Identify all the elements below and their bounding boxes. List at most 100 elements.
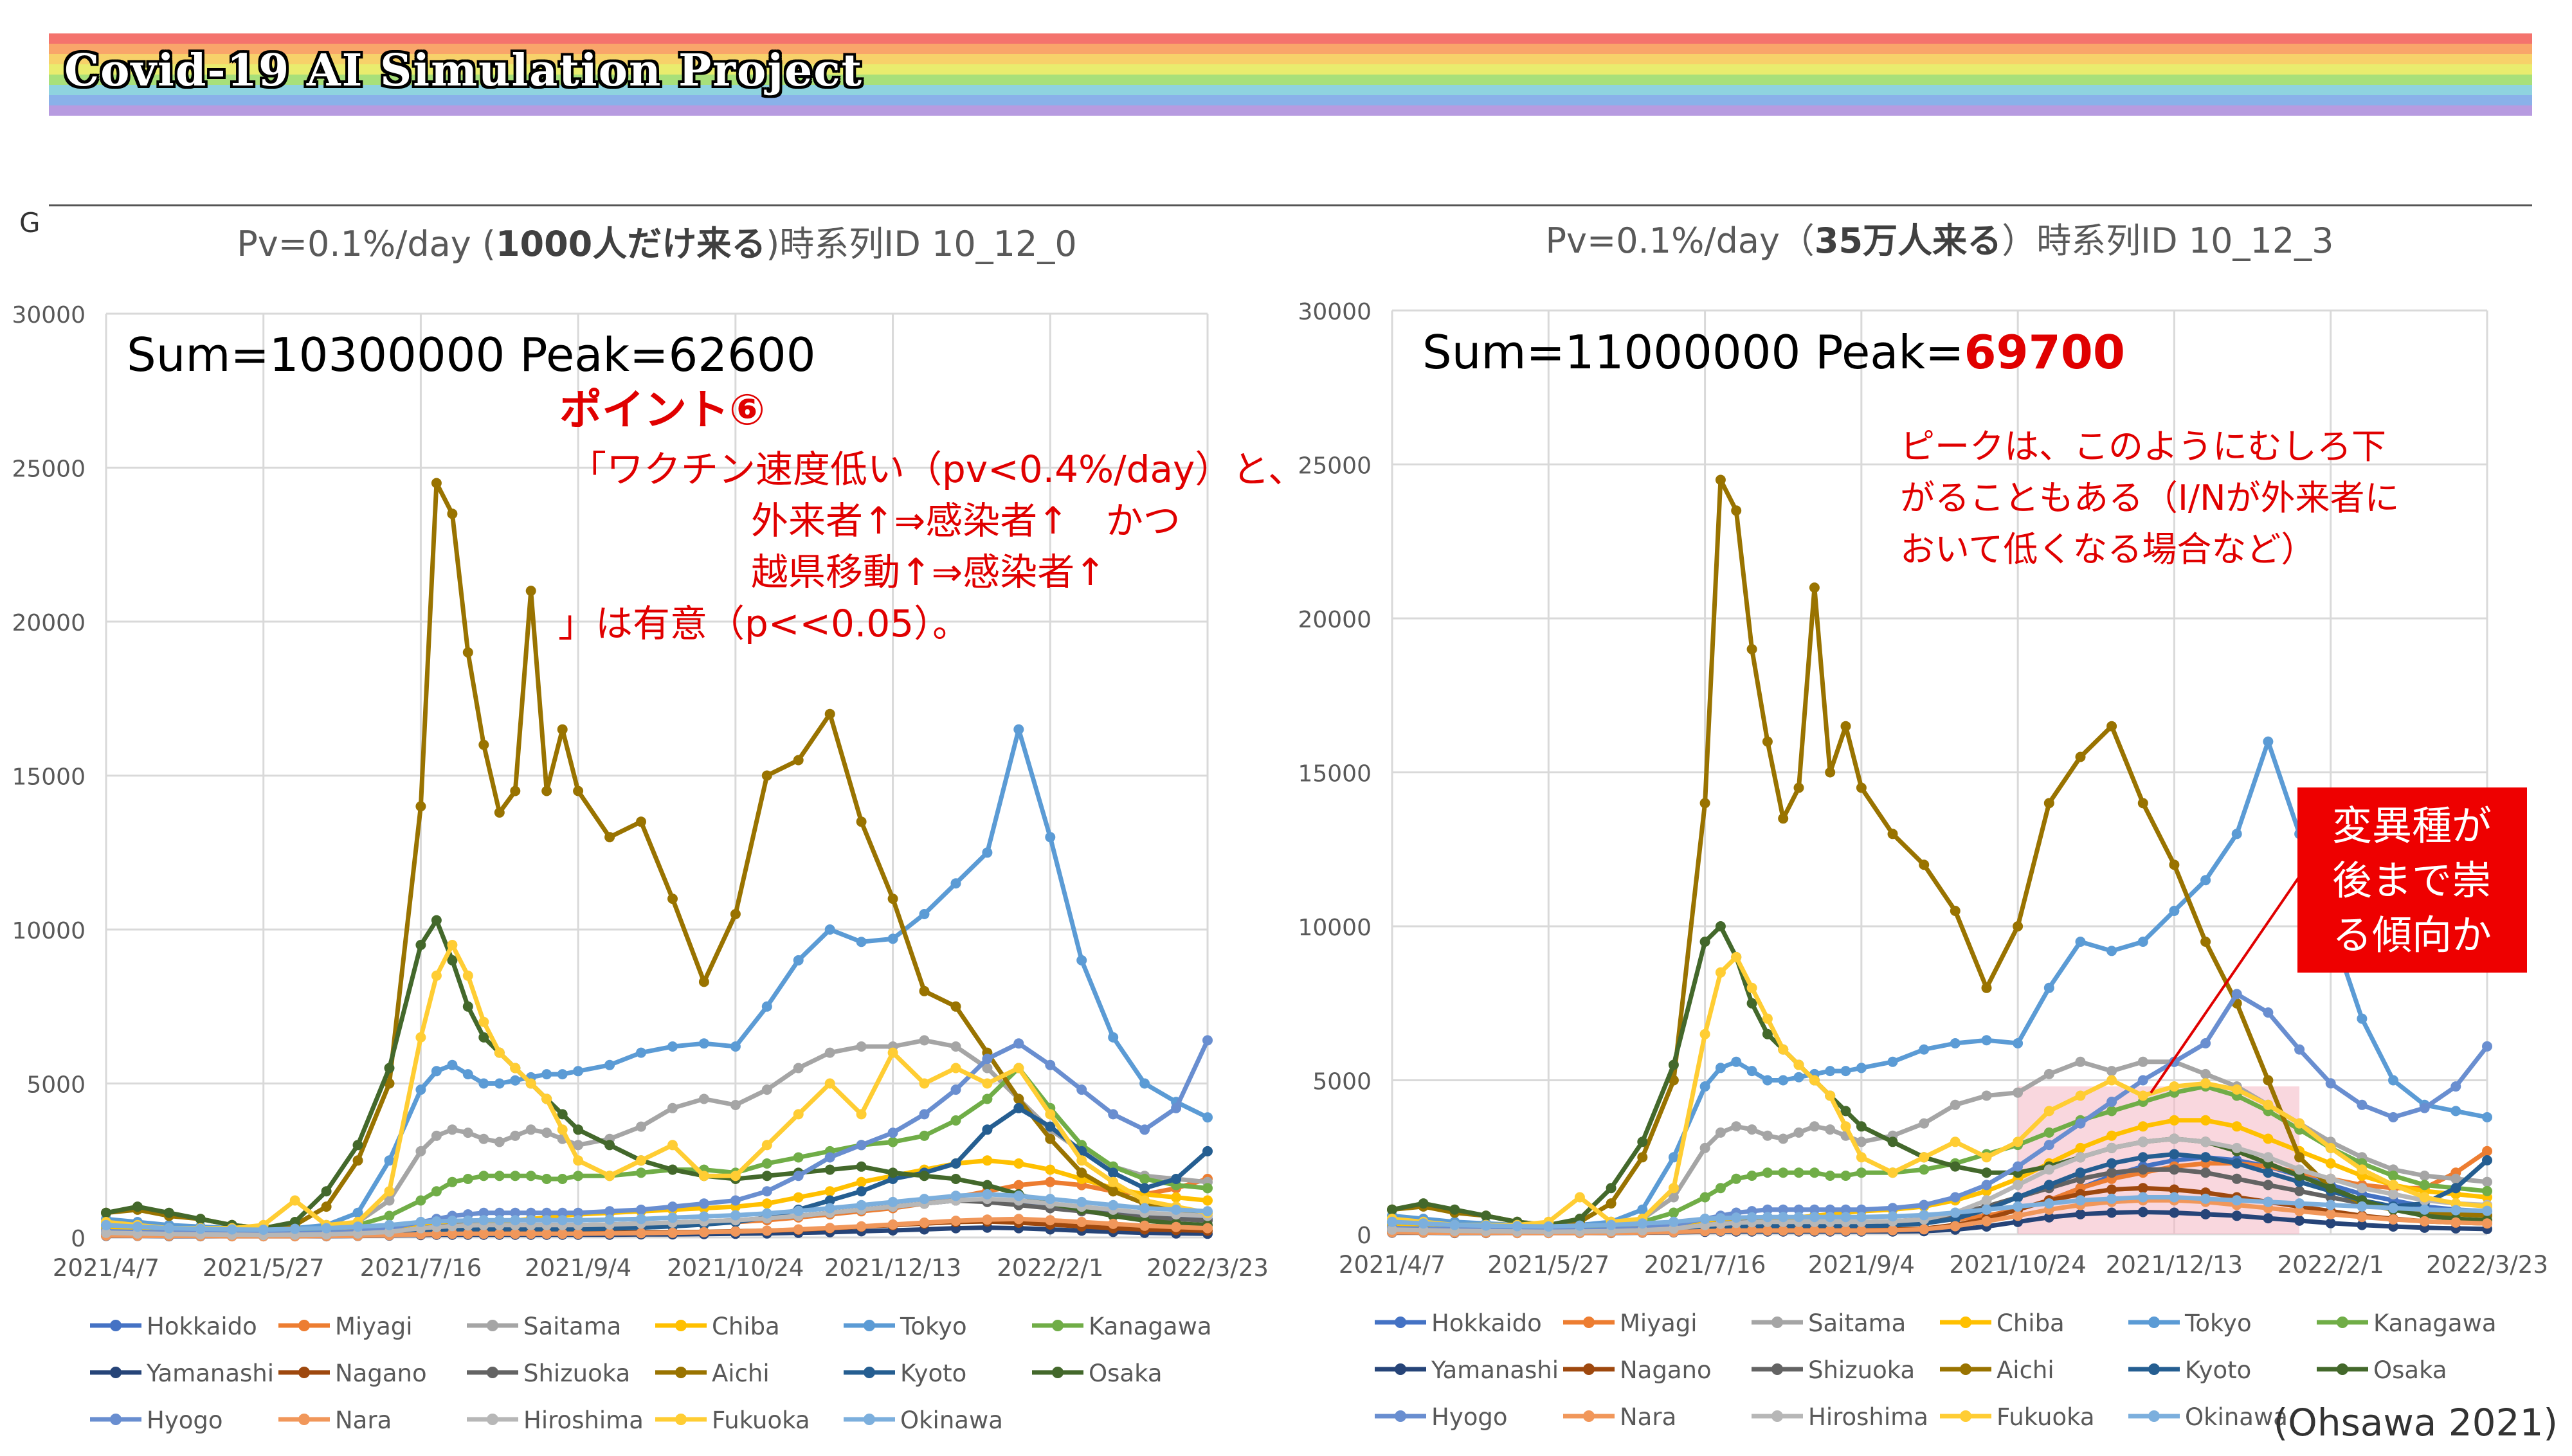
data-point [415, 1146, 426, 1156]
data-point [2137, 1164, 2148, 1175]
legend-item-kanagawa: Kanagawa [1032, 1313, 1212, 1340]
legend-marker [1771, 1363, 1783, 1375]
data-point [698, 976, 709, 987]
data-point [982, 1063, 993, 1074]
legend-marker [2337, 1363, 2348, 1375]
data-point [1387, 1216, 1397, 1227]
data-point [1668, 1183, 1679, 1194]
data-point [2482, 1155, 2492, 1165]
data-point [1139, 1220, 1150, 1231]
banner-stripe [49, 95, 2532, 105]
legend-label: Hyogo [147, 1407, 222, 1434]
data-point [1840, 721, 1851, 732]
legend-item-tokyo: Tokyo [844, 1313, 967, 1340]
data-point [1950, 906, 1961, 916]
data-point [525, 1078, 536, 1089]
data-point [1139, 1183, 1150, 1194]
legend-item-osaka: Osaka [1032, 1360, 1163, 1387]
data-point [2450, 1081, 2461, 1092]
data-point [2106, 1158, 2117, 1169]
legend-label: Nagano [1620, 1356, 1712, 1384]
point-title: ポイント⑥ [559, 385, 765, 435]
y-tick-label: 30000 [1298, 299, 1372, 325]
y-tick-label: 25000 [12, 456, 86, 483]
data-point [1715, 1063, 1726, 1074]
series-okinawa [1387, 1192, 2492, 1232]
data-point [431, 970, 442, 981]
data-point [573, 1171, 584, 1182]
legend-label: Shizuoka [523, 1360, 630, 1387]
data-point [919, 1194, 930, 1205]
data-point [557, 724, 568, 735]
data-point [258, 1225, 269, 1235]
legend-marker [864, 1320, 875, 1331]
data-point [1887, 1056, 1898, 1067]
data-point [1668, 1059, 1679, 1070]
data-point [1825, 1124, 1836, 1135]
data-point [494, 1078, 505, 1089]
data-point [2482, 1176, 2492, 1187]
data-point [2263, 1213, 2274, 1224]
data-point [2388, 1180, 2398, 1191]
legend-label: Shizuoka [1808, 1356, 1915, 1384]
data-point [919, 1130, 930, 1141]
legend-marker [1960, 1317, 1971, 1328]
data-point [478, 1215, 489, 1226]
data-point [2388, 1189, 2398, 1200]
data-point [982, 1124, 993, 1135]
data-point [2013, 1180, 2024, 1191]
legend-item-aichi: Aichi [655, 1360, 770, 1387]
banner-stripe [49, 75, 2532, 85]
data-point [321, 1223, 332, 1234]
data-point [1731, 505, 1742, 516]
data-point [415, 940, 426, 950]
data-point [1013, 1180, 1024, 1191]
data-point [478, 1016, 489, 1027]
data-point [1840, 1171, 1851, 1181]
data-point [1202, 1223, 1213, 1234]
legend-label: Nara [335, 1407, 392, 1434]
data-point [510, 1215, 521, 1226]
data-point [636, 1204, 646, 1215]
legend-label: Yamanashi [146, 1360, 274, 1387]
data-point [2200, 1115, 2211, 1126]
data-point [384, 1219, 395, 1230]
data-point [730, 1226, 741, 1237]
legend-item-saitama: Saitama [1752, 1309, 1906, 1337]
data-point [1809, 1121, 1820, 1132]
data-point [447, 1228, 458, 1239]
data-point [2231, 1142, 2242, 1153]
chart-1: Pv=0.1%/day (1000人だけ来る)時系列ID 10_12_0 0 500… [12, 224, 1305, 1434]
data-point [887, 1137, 898, 1147]
data-point [525, 586, 536, 597]
data-point [950, 1084, 961, 1095]
data-point [919, 985, 930, 996]
data-point [573, 1155, 584, 1166]
data-point [2106, 1106, 2117, 1117]
data-point [919, 1078, 930, 1089]
data-point [447, 1124, 458, 1135]
data-point [950, 1216, 961, 1227]
data-point [2013, 921, 2024, 931]
banner-stripe [49, 64, 2532, 75]
data-point [352, 1221, 363, 1232]
data-point [1139, 1078, 1150, 1089]
data-point [856, 1200, 867, 1210]
data-point [462, 1069, 473, 1080]
data-point [1449, 1219, 1460, 1230]
data-point [2450, 1205, 2461, 1216]
data-point [1699, 1142, 1710, 1153]
data-point [1950, 1161, 1961, 1172]
data-point [163, 1223, 174, 1234]
data-point [2263, 736, 2274, 747]
legend-label: Fukuoka [1997, 1403, 2095, 1431]
x-tick-label: 2021/9/4 [525, 1254, 631, 1282]
data-point [2263, 1196, 2274, 1207]
data-point [2325, 1078, 2336, 1089]
data-point [1699, 1081, 1710, 1092]
data-point [431, 1186, 442, 1197]
legend-item-hiroshima: Hiroshima [1752, 1403, 1928, 1431]
corner-letter: G [19, 207, 41, 238]
data-point [667, 1227, 678, 1238]
